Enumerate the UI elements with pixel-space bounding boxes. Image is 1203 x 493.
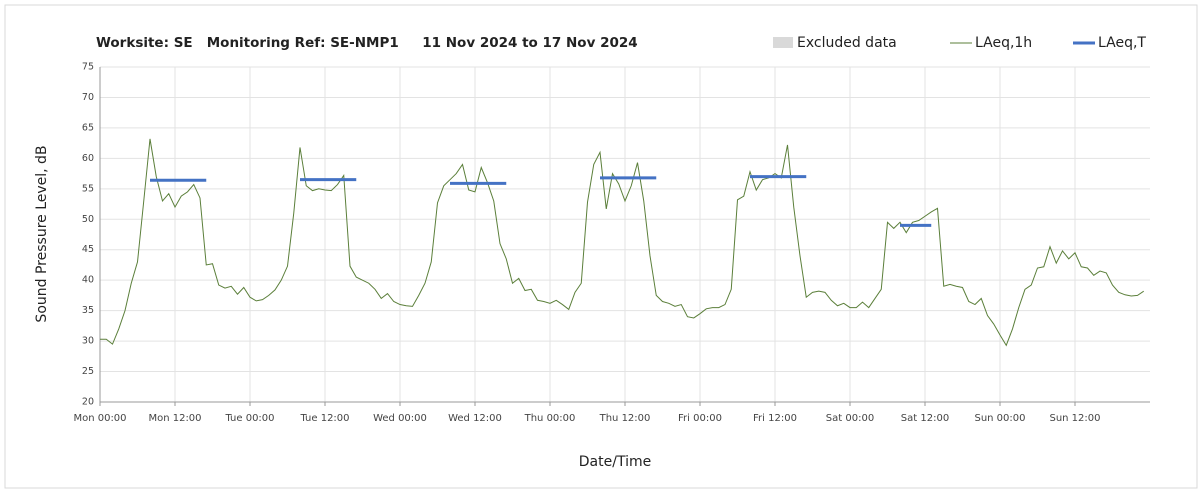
series-line: [100, 138, 1145, 347]
y-tick-label: 35: [82, 305, 94, 316]
y-tick-label: 30: [82, 336, 94, 347]
x-tick-label: Sun 12:00: [1049, 413, 1100, 424]
legend-swatch: [773, 37, 793, 48]
legend-label: LAeq,T: [1098, 35, 1146, 51]
y-tick-label: 20: [82, 397, 94, 408]
x-tick-label: Wed 12:00: [448, 413, 502, 424]
y-tick-label: 40: [82, 275, 94, 286]
y-tick-label: 75: [82, 62, 94, 73]
y-tick-label: 60: [82, 153, 94, 164]
x-tick-label: Wed 00:00: [373, 413, 427, 424]
y-axis-label: Sound Pressure Level, dB: [34, 145, 50, 322]
y-tick-label: 70: [82, 92, 94, 103]
chart-title: Worksite: SE Monitoring Ref: SE-NMP1 11 …: [96, 35, 638, 51]
x-tick-label: Mon 00:00: [73, 413, 126, 424]
x-tick-label: Tue 12:00: [299, 413, 349, 424]
x-tick-label: Sat 00:00: [826, 413, 874, 424]
y-tick-label: 45: [82, 244, 94, 255]
x-tick-label: Fri 00:00: [678, 413, 722, 424]
y-tick-label: 50: [82, 214, 94, 225]
y-tick-label: 65: [82, 122, 94, 133]
x-tick-label: Thu 00:00: [524, 413, 576, 424]
x-tick-label: Thu 12:00: [599, 413, 651, 424]
x-tick-label: Mon 12:00: [148, 413, 201, 424]
x-tick-label: Fri 12:00: [753, 413, 797, 424]
y-tick-label: 55: [82, 183, 94, 194]
x-tick-label: Sun 00:00: [974, 413, 1025, 424]
x-tick-label: Sat 12:00: [901, 413, 949, 424]
x-axis-label: Date/Time: [579, 454, 651, 470]
y-tick-label: 25: [82, 366, 94, 377]
x-tick-label: Tue 00:00: [224, 413, 274, 424]
legend-label: LAeq,1h: [975, 35, 1032, 51]
legend-label: Excluded data: [797, 35, 897, 51]
chart-frame: [4, 4, 1198, 489]
